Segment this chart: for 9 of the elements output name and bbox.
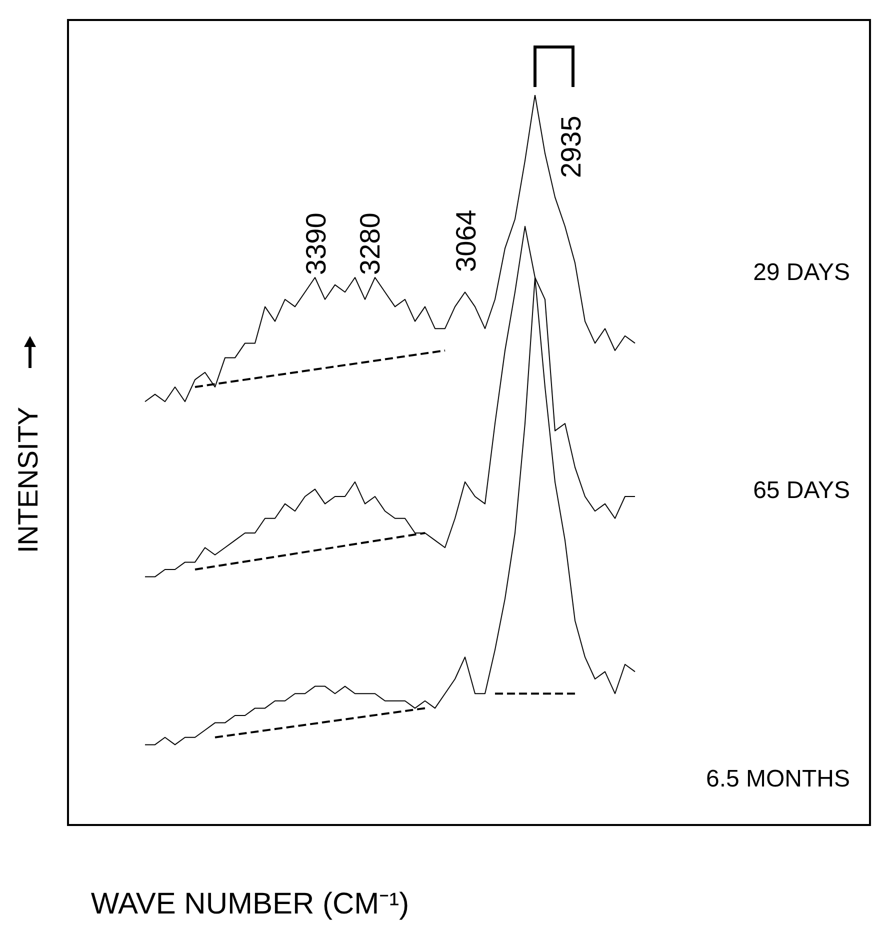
annotation: 2935 <box>556 116 587 178</box>
text: 29 DAYS <box>753 258 850 286</box>
text: 65 DAYS <box>753 477 850 504</box>
annotation: 3280 <box>354 212 386 275</box>
annotation: 3064 <box>450 210 482 272</box>
x-axis-title: WAVE NUMBER (CM⁻¹) <box>90 887 410 920</box>
y-axis-title: INTENSITY <box>12 406 44 554</box>
annotation: 3390 <box>300 212 332 275</box>
text: 6.5 MONTHS <box>706 765 850 792</box>
